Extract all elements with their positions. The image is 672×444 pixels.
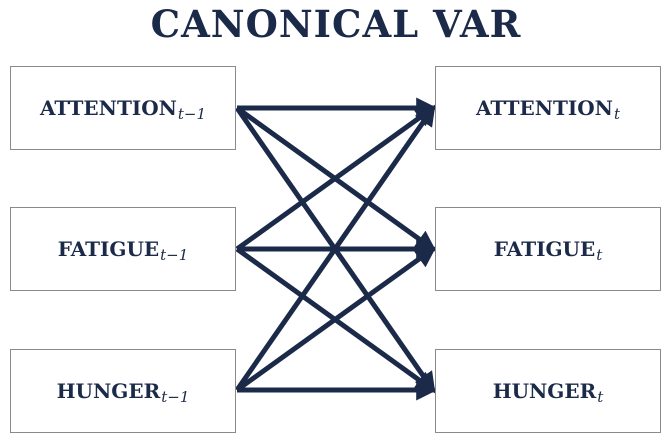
- node-subscript: t−1: [161, 388, 190, 406]
- node-label: ATTENTION: [476, 96, 613, 120]
- edge-hunger_prev-to-attention_now: [234, 104, 436, 392]
- node-label: FATIGUE: [493, 237, 596, 261]
- node-hunger-now: HUNGER t: [435, 349, 661, 433]
- node-subscript: t: [596, 246, 603, 264]
- node-subscript: t−1: [177, 105, 207, 123]
- node-hunger-prev: HUNGER t−1: [10, 349, 236, 433]
- node-label: HUNGER: [56, 379, 161, 403]
- node-subscript: t: [613, 105, 620, 123]
- node-attention-now: ATTENTION t: [435, 66, 661, 150]
- diagram-title: CANONICAL VAR: [150, 2, 522, 46]
- node-subscript: t: [597, 388, 604, 406]
- node-subscript: t−1: [160, 246, 189, 264]
- node-label: ATTENTION: [39, 96, 177, 120]
- edge-fatigue_prev-to-attention_now: [235, 105, 437, 252]
- edge-hunger_prev-to-fatigue_now: [235, 246, 437, 393]
- node-label: HUNGER: [492, 379, 597, 403]
- node-label: FATIGUE: [57, 237, 160, 261]
- node-fatigue-prev: FATIGUE t−1: [10, 207, 236, 291]
- node-attention-prev: ATTENTION t−1: [10, 66, 236, 150]
- node-fatigue-now: FATIGUE t: [435, 207, 661, 291]
